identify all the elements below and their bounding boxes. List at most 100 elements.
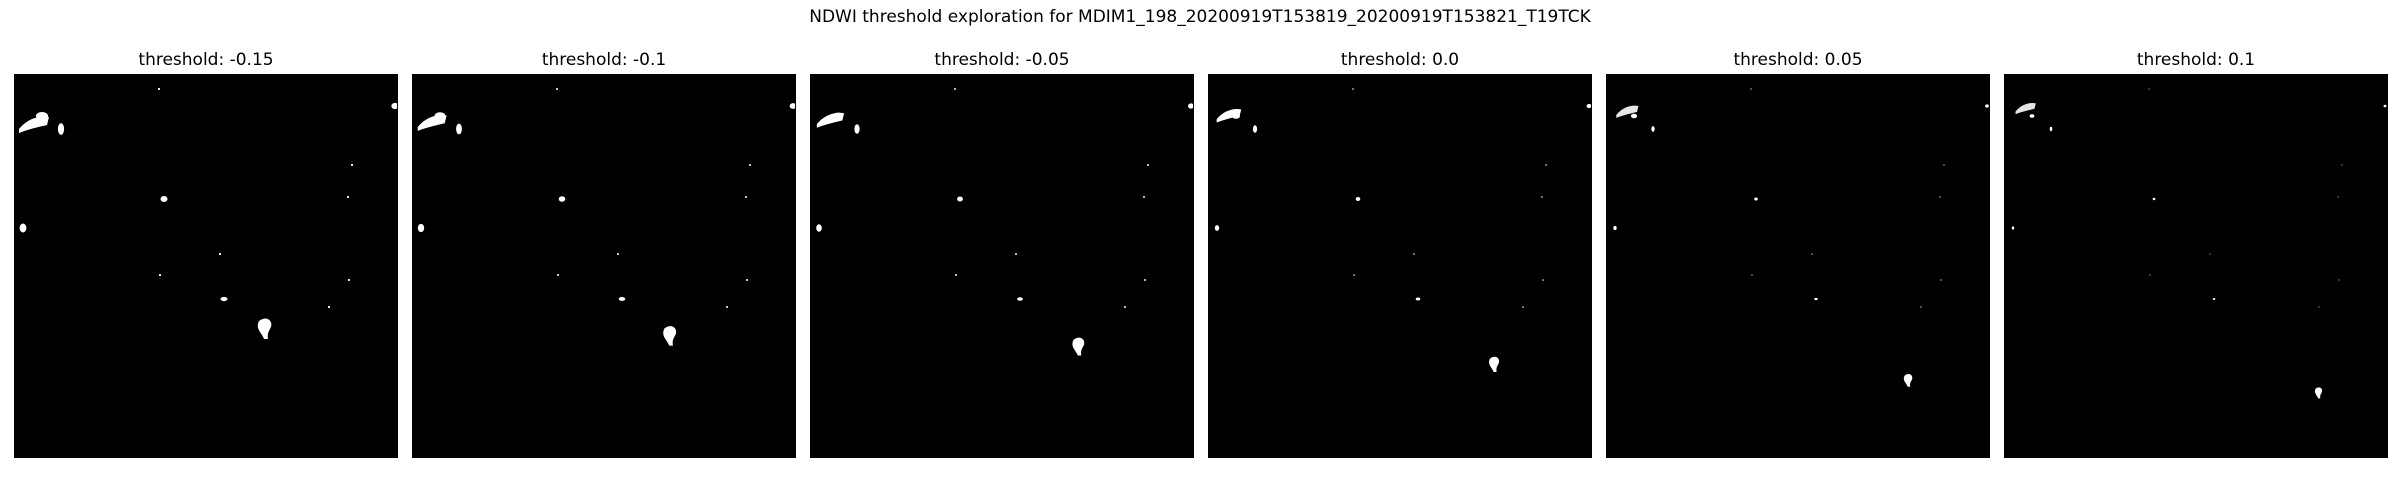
- water-body-pond-3: [618, 297, 626, 301]
- water-speck-5: [347, 278, 351, 282]
- water-body-northwest: [19, 116, 49, 133]
- water-speck-3: [1811, 253, 1813, 255]
- water-body-northwest-2: [1232, 113, 1240, 119]
- water-speck-2: [2337, 196, 2339, 198]
- water-speck-2: [1939, 196, 1941, 198]
- threshold-panel-2: threshold: -0.1: [412, 0, 796, 460]
- water-body-south-lake: [1489, 356, 1500, 372]
- water-body-northwest-2: [2029, 114, 2035, 118]
- panel-title: threshold: 0.0: [1340, 50, 1460, 70]
- water-speck-6: [1920, 306, 1922, 308]
- water-speck-4: [1751, 274, 1753, 276]
- water-body-northwest: [1616, 105, 1639, 118]
- water-speck-4: [556, 273, 560, 277]
- water-body-pond-2: [19, 223, 27, 233]
- water-body-south-lake: [663, 326, 677, 346]
- water-body-pond-3: [220, 296, 228, 302]
- water-speck-5: [1940, 279, 1942, 281]
- water-speck-1: [1147, 164, 1149, 166]
- water-body-northwest: [2015, 103, 2036, 115]
- water-speck-7: [157, 87, 161, 91]
- water-mask-image: [810, 74, 1194, 458]
- threshold-panel-3: threshold: -0.05: [810, 0, 1194, 460]
- water-body-northwest-3: [57, 123, 65, 135]
- water-speck-5: [1542, 279, 1544, 281]
- water-speck-5: [1144, 279, 1146, 281]
- water-speck-6: [1522, 306, 1524, 308]
- water-speck-4: [2149, 274, 2151, 276]
- water-body-east-edge: [391, 102, 397, 110]
- water-body-northwest-3: [854, 124, 860, 134]
- water-body-pond-2: [2011, 226, 2015, 230]
- water-speck-3: [1015, 253, 1017, 255]
- water-body-pond-3: [1017, 297, 1023, 301]
- water-body-pond-1: [957, 196, 963, 202]
- water-speck-7: [954, 88, 956, 90]
- water-body-south-lake: [1903, 374, 1913, 387]
- water-body-pond-2: [816, 224, 822, 232]
- water-body-south-lake: [257, 318, 272, 339]
- water-speck-5: [745, 278, 749, 282]
- water-body-northwest-2: [833, 112, 843, 120]
- water-speck-5: [2338, 279, 2340, 281]
- water-body-northwest-3: [2049, 126, 2053, 132]
- water-body-pond-2: [417, 223, 425, 233]
- panel-title: threshold: -0.05: [934, 50, 1070, 70]
- water-body-pond-1: [1754, 197, 1758, 201]
- panel-title: threshold: -0.15: [138, 50, 274, 70]
- water-body-east-edge: [1188, 103, 1193, 109]
- water-speck-4: [1353, 274, 1355, 276]
- threshold-panel-5: threshold: 0.05: [1606, 0, 1990, 460]
- threshold-panel-4: threshold: 0.0: [1208, 0, 1592, 460]
- water-speck-2: [744, 195, 748, 199]
- water-speck-7: [1352, 88, 1354, 90]
- water-speck-7: [1750, 88, 1752, 90]
- water-body-south-lake: [1072, 337, 1085, 356]
- water-speck-1: [350, 163, 354, 167]
- water-speck-1: [1943, 164, 1945, 166]
- water-body-pond-1: [558, 196, 566, 202]
- water-body-pond-3: [1814, 297, 1818, 301]
- water-body-northwest-2: [36, 112, 48, 120]
- water-body-northwest-3: [1252, 125, 1258, 133]
- panel-title: threshold: 0.05: [1733, 50, 1863, 70]
- water-body-pond-2: [1613, 225, 1617, 231]
- water-speck-2: [346, 195, 350, 199]
- water-body-east-edge: [1586, 103, 1591, 109]
- panel-title: threshold: 0.1: [2136, 50, 2256, 70]
- water-mask-image: [1606, 74, 1990, 458]
- water-body-south-lake: [2314, 387, 2323, 399]
- water-body-northwest-3: [1651, 126, 1655, 132]
- water-body-northwest-2: [1630, 113, 1638, 119]
- water-body-pond-3: [2212, 298, 2216, 300]
- water-speck-6: [1124, 306, 1126, 308]
- threshold-panel-6: threshold: 0.1: [2004, 0, 2388, 460]
- water-body-northwest-3: [456, 123, 462, 135]
- water-body-pond-1: [1355, 197, 1361, 201]
- water-speck-7: [555, 87, 559, 91]
- figure-title: NDWI threshold exploration for MDIM1_198…: [809, 7, 1591, 27]
- panel-title: threshold: -0.1: [541, 50, 667, 70]
- water-body-pond-1: [2152, 197, 2156, 201]
- water-body-east-edge: [789, 103, 795, 109]
- water-speck-3: [1413, 253, 1415, 255]
- water-speck-4: [158, 273, 162, 277]
- water-speck-3: [2209, 253, 2211, 255]
- water-body-northwest-2: [434, 112, 446, 120]
- water-speck-6: [725, 305, 729, 309]
- water-speck-3: [218, 252, 222, 256]
- water-body-east-edge: [2383, 104, 2387, 108]
- water-mask-image: [1208, 74, 1592, 458]
- water-body-pond-3: [1415, 297, 1421, 301]
- water-speck-6: [327, 305, 331, 309]
- water-body-northwest: [1216, 109, 1242, 123]
- water-speck-6: [2318, 306, 2320, 308]
- water-speck-3: [616, 252, 620, 256]
- water-speck-1: [1545, 164, 1547, 166]
- water-body-pond-2: [1214, 225, 1220, 231]
- water-body-pond-1: [160, 196, 168, 202]
- water-speck-2: [1143, 196, 1145, 198]
- water-speck-1: [748, 163, 752, 167]
- water-speck-2: [1541, 196, 1543, 198]
- water-mask-image: [14, 74, 398, 458]
